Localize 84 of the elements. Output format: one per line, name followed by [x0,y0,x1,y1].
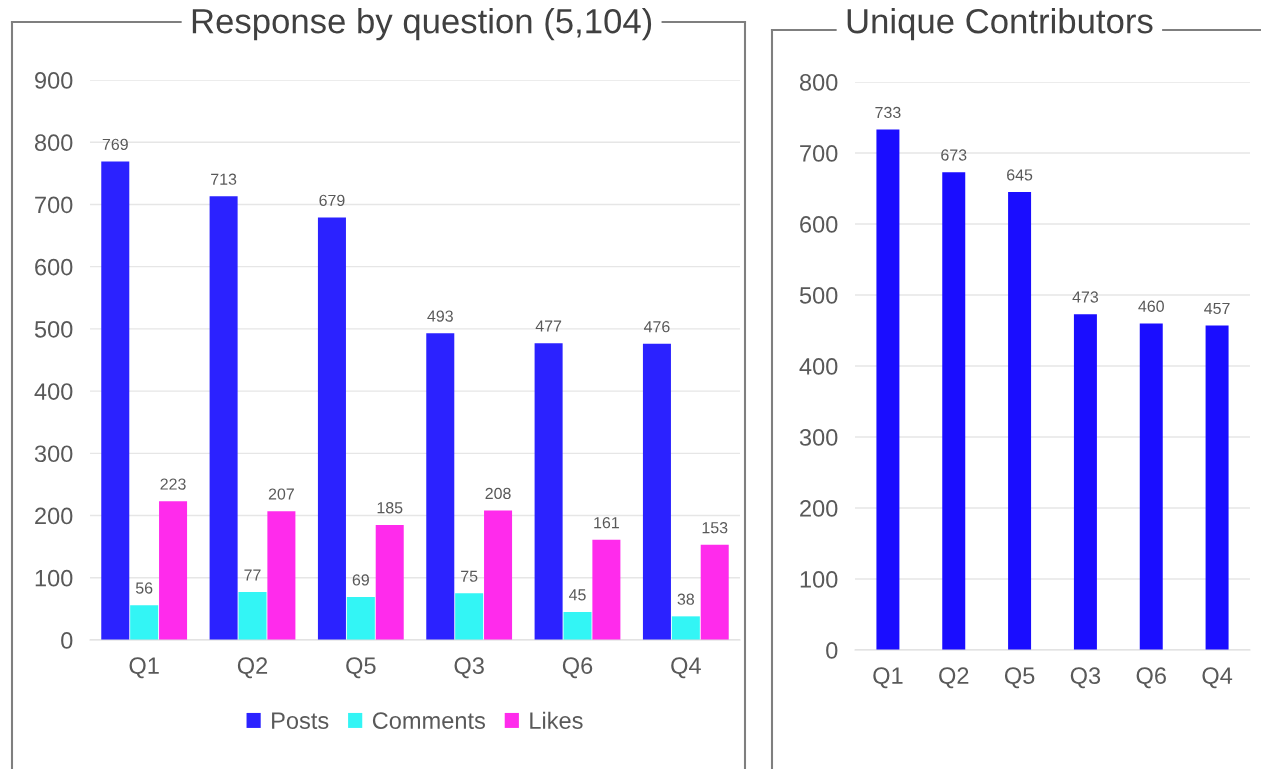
y-tick-label: 700 [800,145,838,162]
data-label: 713 [211,173,237,185]
bar [346,597,375,640]
data-label: 223 [160,478,186,490]
bar [671,616,700,640]
x-tick-label: Q3 [1070,667,1101,689]
bar [426,333,455,640]
x-tick-label: Q5 [1004,667,1035,689]
bar [159,501,188,640]
bar [700,544,729,640]
data-label: 38 [677,593,695,605]
bar [1073,314,1097,650]
data-label: 207 [268,488,294,500]
y-tick-label: 100 [35,569,73,587]
y-tick-label: 300 [799,429,838,446]
y-tick-label: 100 [800,571,838,588]
bar [455,593,484,640]
bar [642,343,671,640]
data-label: 679 [319,194,345,207]
chart-title: Unique Contributors [847,8,1153,41]
y-tick-label: 0 [826,642,838,659]
y-tick-label: 400 [34,383,73,400]
data-label: 56 [135,582,153,594]
bar [238,592,267,640]
x-tick-label: Q5 [346,657,376,679]
x-tick-label: Q6 [562,657,593,679]
x-tick-label: Q2 [939,667,969,689]
data-label: 161 [594,517,619,529]
data-label: 185 [377,502,403,514]
data-label: 733 [875,106,901,119]
bar [563,612,592,640]
y-tick-label: 400 [799,358,838,375]
x-tick-label: Q4 [671,657,701,679]
data-label: 75 [461,570,478,582]
bar [592,539,621,640]
bar [375,524,404,640]
data-label: 476 [643,321,670,333]
data-label: 473 [1072,291,1099,303]
bar [209,196,238,640]
bar [484,510,513,640]
data-label: 153 [702,522,728,534]
y-tick-label: 600 [800,216,838,233]
y-tick-label: 700 [35,196,73,214]
y-tick-label: 800 [34,134,73,152]
x-tick-label: Q1 [129,657,159,679]
bar [1008,192,1032,650]
data-label: 769 [102,138,128,151]
data-label: 673 [941,149,967,161]
bar [1139,323,1163,650]
chart-title: Response by question (5,104) [192,8,652,41]
bar [317,217,346,640]
data-label: 45 [568,589,586,601]
data-label: 69 [352,574,369,586]
y-tick-label: 200 [800,500,838,517]
data-label: 460 [1138,300,1164,312]
y-tick-label: 900 [35,72,73,89]
bar [130,605,159,640]
y-tick-label: 500 [799,287,838,304]
y-tick-label: 600 [35,258,73,276]
data-label: 208 [485,487,511,500]
y-tick-label: 0 [61,632,73,649]
legend-label: Likes [530,711,583,729]
bar [942,172,966,650]
y-tick-label: 200 [35,507,73,525]
x-tick-label: Q2 [237,657,268,679]
y-tick-label: 300 [34,445,73,463]
data-label: 645 [1007,169,1033,181]
legend-label: Comments [372,712,485,729]
x-tick-label: Q6 [1136,667,1166,689]
bar [876,129,900,650]
x-tick-label: Q1 [873,667,903,689]
x-tick-label: Q4 [1202,667,1233,689]
bar [267,511,296,640]
data-label: 77 [244,569,261,581]
bar [1205,325,1229,650]
bar [101,161,130,640]
data-label: 477 [535,320,562,332]
y-tick-label: 800 [799,74,838,91]
y-tick-label: 500 [34,320,73,338]
legend-label: Posts [272,712,329,729]
bar [534,343,563,640]
data-label: 493 [427,310,453,322]
data-label: 457 [1204,302,1230,315]
x-tick-label: Q3 [454,657,484,679]
